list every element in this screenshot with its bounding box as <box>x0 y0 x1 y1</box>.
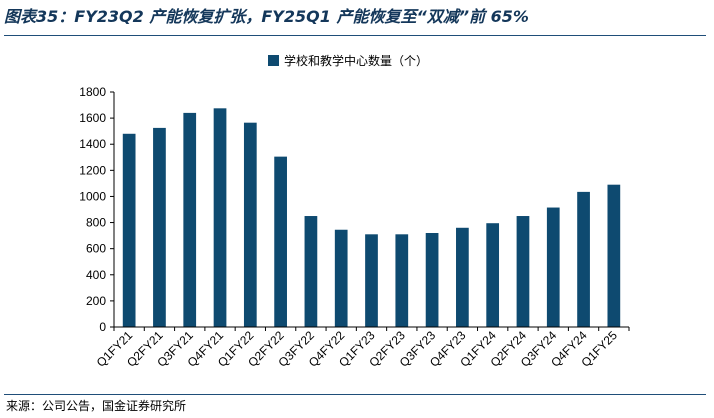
y-tick-label: 0 <box>99 320 106 334</box>
y-tick-label: 400 <box>86 268 106 282</box>
bar-q1fy23 <box>365 234 378 327</box>
y-tick-label: 600 <box>86 242 106 256</box>
y-tick-label: 1800 <box>79 85 106 99</box>
bar-q2fy24 <box>516 216 530 327</box>
chart-legend: 学校和教学中心数量（个） <box>268 53 428 68</box>
bar-q3fy24 <box>546 207 560 327</box>
y-tick-label: 1200 <box>79 163 106 177</box>
legend-swatch <box>268 55 279 66</box>
bar-q4fy21 <box>213 108 227 327</box>
bar-q2fy21 <box>153 127 166 328</box>
bar-q1fy24 <box>486 223 500 327</box>
bar-q4fy22 <box>334 229 348 327</box>
bar-q4fy23 <box>456 227 469 327</box>
y-tick-label: 1000 <box>79 189 106 203</box>
bar-q1fy25 <box>607 184 621 327</box>
bar-q2fy23 <box>395 234 409 327</box>
plot-area: 020040060080010001200140016001800Q1FY21Q… <box>79 85 630 370</box>
y-tick-label: 800 <box>86 216 106 230</box>
bar-q3fy23 <box>425 233 439 327</box>
y-tick-label: 1400 <box>79 137 106 151</box>
bar-q3fy22 <box>304 216 318 327</box>
bar-chart: 学校和教学中心数量（个） 0 200 400 600 800 1000 1200 1400 16… <box>79 53 630 370</box>
title-rule <box>4 35 706 36</box>
y-tick-label: 1600 <box>79 111 106 125</box>
bar-q1fy22 <box>243 122 257 328</box>
y-tick-label: 200 <box>86 294 106 308</box>
bar-q1fy21 <box>122 133 136 327</box>
bar-q3fy21 <box>183 112 197 327</box>
footer-rule <box>4 394 706 395</box>
legend-label: 学校和教学中心数量（个） <box>284 53 428 68</box>
bar-q4fy24 <box>577 191 590 328</box>
bar-q2fy22 <box>274 156 287 328</box>
source-note: 来源：公司公告，国金证券研究所 <box>6 399 187 413</box>
figure-title: 图表35：FY23Q2 产能恢复扩张，FY25Q1 产能恢复至“双减”前 65% <box>4 7 529 26</box>
